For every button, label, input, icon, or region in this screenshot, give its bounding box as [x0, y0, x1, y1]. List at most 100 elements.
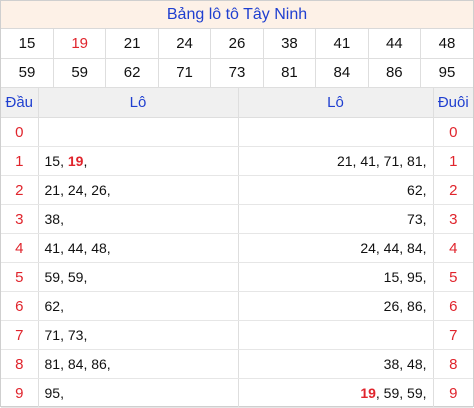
separator: ,	[83, 269, 87, 285]
dau-cell: 2	[1, 176, 38, 205]
lo-number: 59	[68, 269, 84, 285]
lo-number: 95	[407, 269, 423, 285]
separator: ,	[107, 182, 111, 198]
lo-number: 48	[407, 356, 423, 372]
lo-number: 59	[384, 385, 400, 401]
lo-number: 59	[407, 385, 423, 401]
dau-cell: 6	[1, 292, 38, 321]
number-cell: 26	[211, 29, 263, 58]
duoi-cell: 4	[433, 234, 473, 263]
header-lo-left: Lô	[38, 88, 238, 118]
separator: ,	[423, 298, 427, 314]
numbers-row: 15 19 21 24 26 38 41 44 48	[1, 29, 473, 58]
lo-number: 15	[384, 269, 400, 285]
lo-right-cell: 38, 48,	[238, 350, 433, 379]
lo-number: 38	[45, 211, 61, 227]
lo-number: 41	[45, 240, 61, 256]
number-cell: 59	[53, 58, 105, 87]
separator: ,	[60, 385, 64, 401]
lo-left-cell: 21, 24, 26,	[38, 176, 238, 205]
separator: ,	[60, 327, 68, 343]
lo-number: 21	[45, 182, 61, 198]
separator: ,	[399, 385, 407, 401]
lo-left-cell: 81, 84, 86,	[38, 350, 238, 379]
lo-right-cell	[238, 321, 433, 350]
duoi-cell: 8	[433, 350, 473, 379]
number-cell: 41	[316, 29, 368, 58]
number-cell: 24	[158, 29, 210, 58]
dau-cell: 9	[1, 379, 38, 408]
number-cell: 71	[158, 58, 210, 87]
lo-number: 71	[384, 153, 400, 169]
separator: ,	[83, 153, 87, 169]
lo-number: 62	[45, 298, 61, 314]
lo-number: 84	[68, 356, 84, 372]
dau-cell: 1	[1, 147, 38, 176]
separator: ,	[399, 298, 407, 314]
lo-right-cell: 21, 41, 71, 81,	[238, 147, 433, 176]
duoi-cell: 3	[433, 205, 473, 234]
lo-number: 15	[45, 153, 61, 169]
lo-left-cell: 62,	[38, 292, 238, 321]
separator: ,	[423, 240, 427, 256]
dau-cell: 4	[1, 234, 38, 263]
separator: ,	[60, 240, 68, 256]
number-cell-highlight: 19	[53, 29, 105, 58]
duoi-cell: 5	[433, 263, 473, 292]
duoi-cell: 0	[433, 118, 473, 147]
number-cell: 81	[263, 58, 315, 87]
lo-number: 81	[407, 153, 423, 169]
table-title: Bảng lô tô Tây Ninh	[1, 1, 473, 29]
header-lo-right: Lô	[238, 88, 433, 118]
lo-left-cell	[38, 118, 238, 147]
separator: ,	[60, 298, 64, 314]
duoi-cell: 1	[433, 147, 473, 176]
lo-number: 24	[68, 182, 84, 198]
lo-number: 86	[407, 298, 423, 314]
separator: ,	[399, 240, 407, 256]
lo-left-cell: 95,	[38, 379, 238, 408]
lo-number: 84	[407, 240, 423, 256]
lo-number: 26	[91, 182, 107, 198]
header-dau: Đầu	[1, 88, 38, 118]
number-cell: 44	[368, 29, 420, 58]
separator: ,	[376, 153, 384, 169]
separator: ,	[60, 211, 64, 227]
number-cell: 62	[106, 58, 158, 87]
lo-number: 26	[384, 298, 400, 314]
number-cell: 59	[1, 58, 53, 87]
lo-number: 62	[407, 182, 423, 198]
lo-header-row: Đầu Lô Lô Đuôi	[1, 88, 473, 118]
lo-left-cell: 38,	[38, 205, 238, 234]
number-cell: 38	[263, 29, 315, 58]
lo-number: 71	[45, 327, 61, 343]
dau-cell: 7	[1, 321, 38, 350]
separator: ,	[399, 153, 407, 169]
dau-cell: 8	[1, 350, 38, 379]
separator: ,	[423, 153, 427, 169]
lo-left-cell: 41, 44, 48,	[38, 234, 238, 263]
separator: ,	[423, 182, 427, 198]
lo-right-cell: 19, 59, 59,	[238, 379, 433, 408]
dau-cell: 5	[1, 263, 38, 292]
number-cell: 21	[106, 29, 158, 58]
dau-cell: 0	[1, 118, 38, 147]
separator: ,	[107, 240, 111, 256]
number-cell: 48	[421, 29, 474, 58]
separator: ,	[399, 356, 407, 372]
separator: ,	[60, 182, 68, 198]
lo-right-cell: 26, 86,	[238, 292, 433, 321]
lo-left-cell: 59, 59,	[38, 263, 238, 292]
number-cell: 73	[211, 58, 263, 87]
lo-left-cell: 71, 73,	[38, 321, 238, 350]
lo-number: 86	[91, 356, 107, 372]
separator: ,	[399, 269, 407, 285]
lo-left-cell: 15, 19,	[38, 147, 238, 176]
number-cell: 15	[1, 29, 53, 58]
separator: ,	[107, 356, 111, 372]
